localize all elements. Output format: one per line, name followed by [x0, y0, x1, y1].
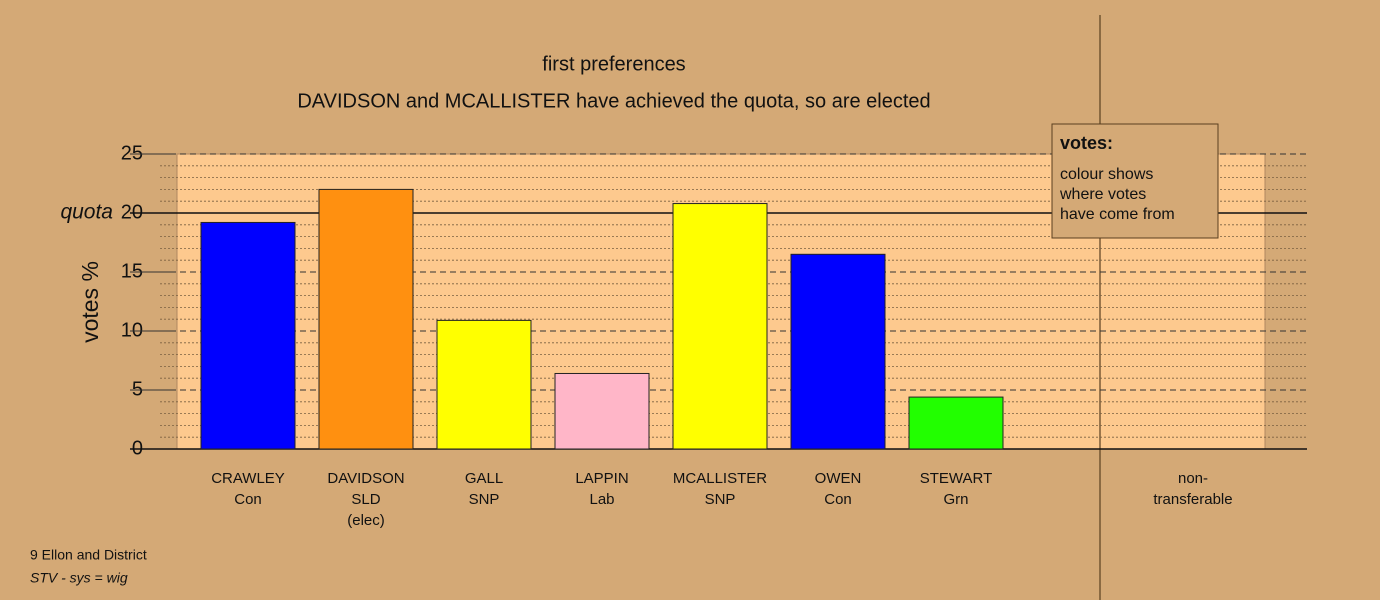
legend-text: where votes	[1059, 186, 1146, 203]
bar	[200, 221, 296, 450]
x-tick-label: OWEN	[815, 470, 862, 487]
x-tick-label: GALL	[465, 470, 503, 487]
x-tick-label: SLD	[351, 491, 380, 508]
x-tick-label: Lab	[589, 491, 614, 508]
y-axis-label: votes %	[77, 261, 103, 343]
x-tick-label: LAPPIN	[575, 470, 628, 487]
x-tick-label: SNP	[705, 491, 736, 508]
bar	[554, 372, 650, 450]
x-tick-label: (elec)	[347, 512, 385, 529]
y-tick-label: 25	[121, 142, 143, 164]
quota-label: quota	[60, 201, 113, 224]
x-tick-label: Grn	[943, 491, 968, 508]
x-tick-label: Con	[824, 491, 852, 508]
legend-title: votes:	[1060, 133, 1113, 153]
bar	[908, 396, 1004, 450]
y-tick-label: 5	[132, 378, 143, 400]
bar	[318, 188, 414, 450]
y-tick-label: 10	[121, 319, 143, 341]
footnote: 9 Ellon and District	[30, 547, 147, 563]
y-tick-label: 15	[121, 260, 143, 282]
legend-text: have come from	[1060, 206, 1175, 223]
x-tick-label: DAVIDSON	[327, 470, 404, 487]
bar	[436, 319, 532, 450]
legend-text: colour shows	[1060, 166, 1153, 183]
bar	[672, 203, 768, 450]
legend-box	[1051, 123, 1219, 239]
x-tick-label: CRAWLEY	[211, 470, 285, 487]
x-tick-label: transferable	[1153, 491, 1232, 508]
x-tick-label: non-	[1178, 470, 1208, 487]
x-tick-label: STEWART	[920, 470, 993, 487]
x-tick-label: MCALLISTER	[673, 470, 767, 487]
bar	[790, 253, 886, 450]
footnote: STV - sys = wig	[30, 570, 128, 586]
chart-title: first preferences	[542, 53, 685, 75]
x-tick-label: Con	[234, 491, 262, 508]
x-tick-label: SNP	[469, 491, 500, 508]
chart-subtitle: DAVIDSON and MCALLISTER have achieved th…	[297, 90, 930, 112]
